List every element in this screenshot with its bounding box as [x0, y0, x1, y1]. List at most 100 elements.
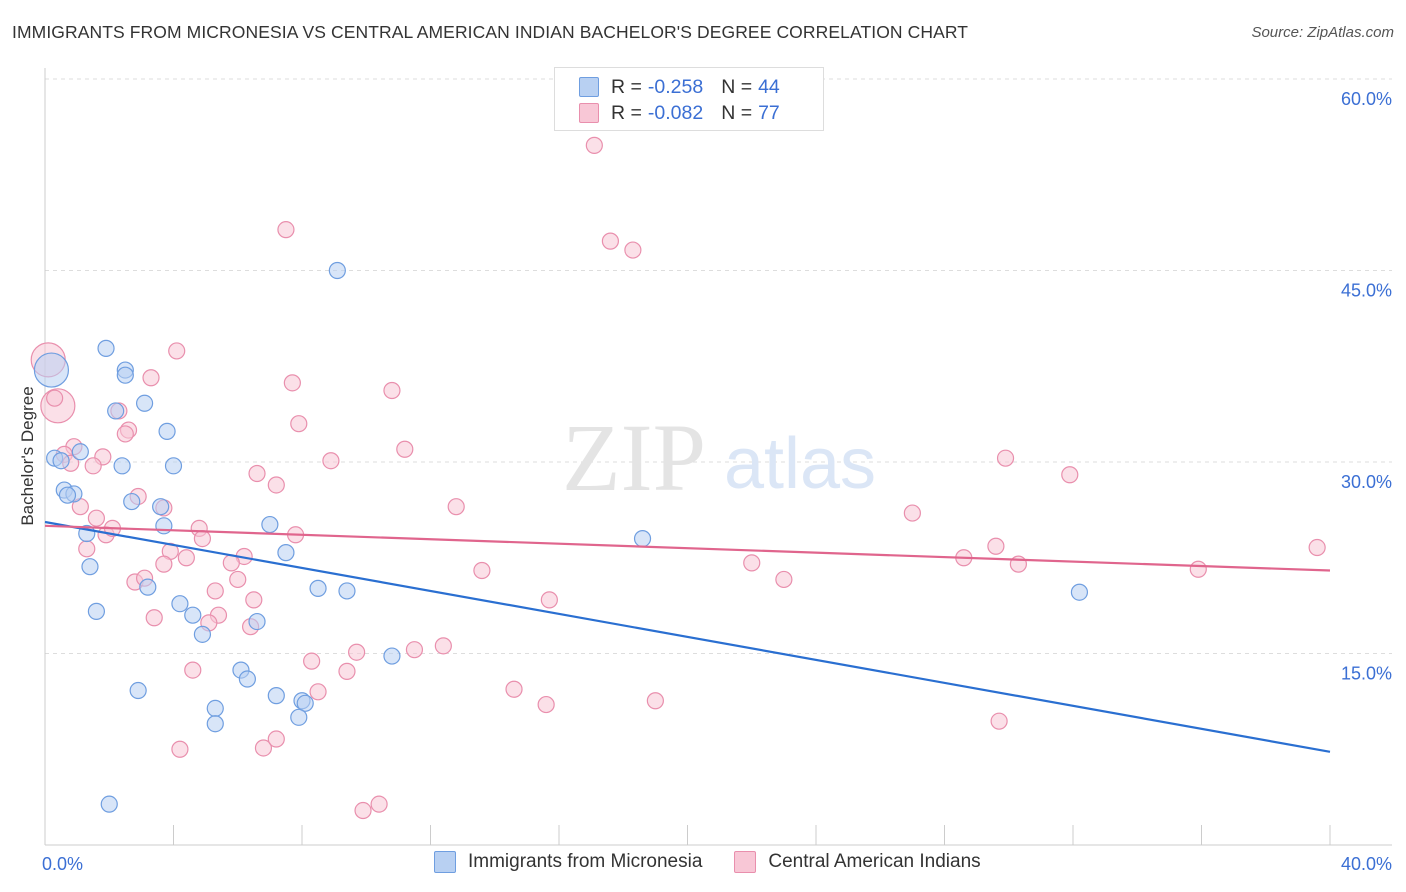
point-micronesia [135, 394, 154, 412]
watermark-atlas: atlas [724, 424, 876, 504]
point-micronesia [33, 352, 70, 388]
point-micronesia [139, 578, 157, 596]
legend-r-value: -0.258 [647, 75, 704, 98]
point-central-american [447, 498, 465, 516]
point-micronesia [129, 681, 147, 700]
point-micronesia [123, 492, 141, 511]
legend-item-micronesia: Immigrants from Micronesia [434, 851, 702, 873]
point-micronesia [193, 625, 212, 643]
point-central-american [396, 440, 414, 458]
point-central-american [303, 652, 321, 670]
point-micronesia [206, 699, 224, 717]
point-central-american [405, 641, 424, 659]
point-central-american [473, 561, 491, 580]
point-micronesia [158, 422, 176, 440]
point-central-american [540, 591, 558, 609]
point-micronesia [184, 606, 202, 624]
point-central-american [370, 795, 388, 813]
point-micronesia [152, 498, 170, 516]
y-tick-labels: 15.0% 30.0% 45.0% 60.0% [1341, 89, 1392, 684]
point-micronesia [58, 486, 77, 504]
point-central-american [87, 509, 106, 527]
legend-swatch-blue [579, 77, 599, 97]
watermark-zip: ZIP [562, 404, 706, 511]
legend-item-central-american: Central American Indians [734, 851, 981, 873]
y-tick-label: 45.0% [1341, 281, 1392, 301]
legend-label: Immigrants from Micronesia [468, 851, 703, 872]
y-tick-label: 15.0% [1341, 664, 1392, 684]
legend-n-label: N = [721, 101, 753, 124]
point-micronesia [97, 339, 115, 357]
y-tick-label: 60.0% [1341, 89, 1392, 109]
point-central-american [206, 582, 224, 600]
trend-line-micronesia [44, 520, 1331, 753]
point-micronesia [248, 612, 266, 631]
legend-r-value: -0.082 [647, 101, 704, 124]
legend-label: Central American Indians [768, 851, 981, 872]
point-micronesia [290, 708, 308, 726]
point-central-american [646, 692, 664, 710]
point-micronesia [309, 579, 327, 597]
point-central-american [116, 425, 134, 443]
point-central-american [505, 680, 523, 698]
point-micronesia [116, 366, 134, 384]
point-central-american [177, 549, 195, 567]
point-micronesia [87, 602, 106, 620]
point-central-american [585, 136, 603, 154]
point-micronesia [52, 452, 70, 470]
point-micronesia [267, 687, 285, 705]
point-micronesia [71, 443, 89, 461]
point-micronesia [81, 558, 99, 576]
point-central-american [78, 540, 96, 558]
legend-n-value: 77 [758, 101, 780, 124]
stats-legend: R = -0.258 N = 44 R = -0.082 N = 77 [554, 67, 824, 131]
data-points [30, 136, 1326, 820]
point-micronesia [238, 670, 256, 688]
legend-row-central-american: R = -0.082 N = 77 [579, 100, 780, 126]
point-central-american [1189, 560, 1207, 578]
legend-n-value: 44 [758, 75, 780, 98]
point-central-american [354, 801, 372, 820]
legend-swatch-blue [434, 851, 456, 873]
point-micronesia [164, 457, 183, 475]
point-central-american [348, 643, 366, 661]
point-central-american [903, 504, 921, 522]
point-central-american [142, 369, 160, 387]
trend-line-central-american [44, 524, 1331, 572]
point-micronesia [100, 795, 118, 813]
legend-row-micronesia: R = -0.258 N = 44 [579, 74, 780, 100]
point-central-american [283, 374, 301, 392]
legend-swatch-pink [734, 851, 757, 873]
point-micronesia [113, 457, 131, 475]
point-micronesia [296, 694, 314, 712]
point-central-american [338, 662, 356, 680]
legend-r-label: R = [611, 75, 642, 98]
legend-r-label: R = [611, 101, 642, 124]
point-central-american [267, 730, 285, 748]
point-central-american [537, 695, 555, 714]
point-central-american [383, 381, 401, 400]
legend-swatch-pink [579, 103, 599, 123]
legend-n-label: N = [721, 75, 753, 98]
point-central-american [193, 529, 212, 548]
point-central-american [267, 476, 285, 494]
point-central-american [601, 232, 620, 250]
point-central-american [254, 739, 273, 757]
point-micronesia [1070, 583, 1089, 601]
point-micronesia [277, 544, 295, 562]
point-micronesia [155, 517, 173, 535]
point-central-american [996, 449, 1015, 467]
y-tick-label: 30.0% [1341, 472, 1392, 492]
point-central-american [309, 683, 327, 701]
point-micronesia [338, 582, 356, 600]
point-central-american [624, 241, 642, 259]
point-micronesia [261, 515, 279, 534]
point-central-american [184, 661, 202, 679]
point-central-american [990, 712, 1008, 730]
point-central-american [248, 464, 266, 483]
point-central-american [84, 457, 102, 475]
series-legend: Immigrants from Micronesia Central Ameri… [434, 851, 1013, 873]
point-central-american [434, 637, 452, 655]
point-micronesia [328, 261, 346, 280]
